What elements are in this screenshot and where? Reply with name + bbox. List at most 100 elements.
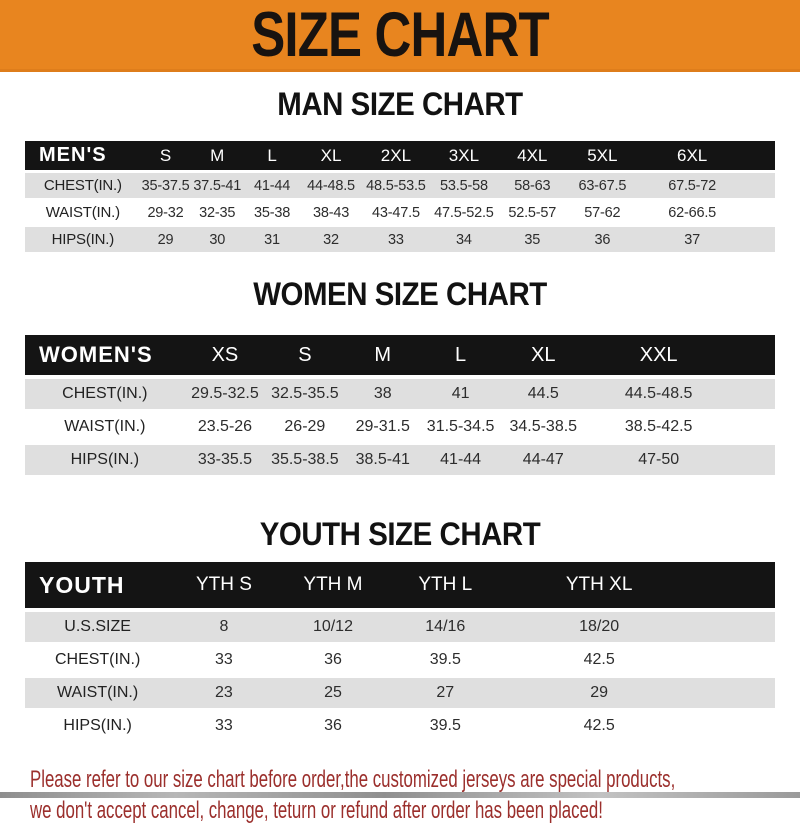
size-value-cell: 32-35: [190, 199, 245, 227]
size-value-cell: 8: [170, 610, 278, 645]
size-table-head: MEN'S S M L XL 2XL 3XL 4XL 5XL 6XL: [25, 141, 775, 173]
size-value-cell: 58-63: [498, 171, 567, 200]
footer-note-line-1: Please refer to our size chart before or…: [30, 766, 676, 793]
size-column-header: 3XL: [429, 141, 499, 173]
size-value-cell: 39.5: [388, 643, 503, 678]
size-table-body: CHEST(IN.) 35-37.5 37.5-41 41-44 44-48.5 48.5…: [25, 171, 775, 254]
size-column-header: XL: [500, 335, 587, 379]
section-heading: WOMEN SIZE CHART: [253, 276, 547, 312]
measurement-row: HIPS(IN.) 29 30 31 32 33 34 35 36 37: [25, 226, 775, 254]
size-value-cell: 31: [244, 226, 300, 254]
size-value-cell: 33: [362, 226, 430, 254]
size-value-cell: 35-38: [244, 199, 300, 227]
size-value-cell: 39.5: [388, 709, 503, 744]
size-table-header-row: YOUTH YTH S YTH M YTH L YTH XL: [25, 562, 775, 612]
size-column-header: 2XL: [362, 141, 430, 173]
size-value-cell: 34.5-38.5: [500, 410, 587, 445]
size-value-cell: 37.5-41: [190, 171, 245, 200]
size-column-header: YTH XL: [502, 562, 775, 612]
banner: SIZE CHART: [0, 0, 800, 72]
size-value-cell: 14/16: [388, 610, 503, 645]
size-value-cell: 38.5-42.5: [586, 410, 775, 445]
size-value-cell: 44-48.5: [299, 171, 363, 200]
measurement-row: HIPS(IN.) 33-35.5 35.5-38.5 38.5-41 41-44 44-…: [25, 443, 775, 478]
size-value-cell: 34: [429, 226, 499, 254]
measurement-label: WAIST(IN.): [25, 676, 171, 711]
size-value-cell: 43-47.5: [362, 199, 430, 227]
size-value-cell: 29: [502, 676, 775, 711]
size-value-cell: 47.5-52.5: [429, 199, 499, 227]
size-value-cell: 31.5-34.5: [420, 410, 501, 445]
measurement-label: WAIST(IN.): [25, 199, 141, 227]
size-value-cell: 35-37.5: [140, 171, 191, 200]
size-value-cell: 18/20: [502, 610, 775, 645]
measurement-label: CHEST(IN.): [25, 643, 171, 678]
size-value-cell: 25: [277, 676, 389, 711]
measurement-row: U.S.SIZE 8 10/12 14/16 18/20: [25, 610, 775, 645]
size-column-header: M: [190, 141, 245, 173]
size-value-cell: 23: [170, 676, 278, 711]
size-value-cell: 44.5: [500, 377, 587, 412]
size-value-cell: 36: [277, 709, 389, 744]
measurement-label: HIPS(IN.): [25, 709, 171, 744]
size-value-cell: 33: [170, 709, 278, 744]
measurement-label: U.S.SIZE: [25, 610, 171, 645]
measurement-row: HIPS(IN.) 33 36 39.5 42.5: [25, 709, 775, 744]
size-column-header: S: [140, 141, 191, 173]
size-value-cell: 67.5-72: [638, 171, 775, 200]
size-value-cell: 36: [566, 226, 639, 254]
size-value-cell: 47-50: [586, 443, 775, 478]
size-value-cell: 44-47: [500, 443, 587, 478]
size-value-cell: 26-29: [265, 410, 345, 445]
size-column-header: YTH S: [170, 562, 278, 612]
size-value-cell: 38-43: [299, 199, 363, 227]
size-value-cell: 42.5: [502, 709, 775, 744]
size-table-header-row: MEN'S S M L XL 2XL 3XL 4XL 5XL 6XL: [25, 141, 775, 173]
size-value-cell: 10/12: [277, 610, 389, 645]
size-value-cell: 41-44: [420, 443, 501, 478]
measurement-label: WAIST(IN.): [25, 410, 185, 445]
table-group-label: YOUTH: [25, 562, 171, 612]
size-value-cell: 36: [277, 643, 389, 678]
size-table: WOMEN'S XS S M L XL XXL CHEST(IN.) 29.5-32.5 32.5…: [25, 335, 775, 478]
size-value-cell: 29.5-32.5: [184, 377, 266, 412]
size-column-header: XXL: [586, 335, 775, 379]
size-table-body: U.S.SIZE 8 10/12 14/16 18/20 CHEST(IN.) 33 36 39…: [25, 610, 775, 744]
table-group-label: WOMEN'S: [25, 335, 185, 379]
size-value-cell: 41-44: [244, 171, 300, 200]
size-table-head: WOMEN'S XS S M L XL XXL: [25, 335, 775, 379]
measurement-row: CHEST(IN.) 29.5-32.5 32.5-35.5 38 41 44.5 44.5…: [25, 377, 775, 412]
measurement-row: CHEST(IN.) 33 36 39.5 42.5: [25, 643, 775, 678]
size-column-header: M: [344, 335, 421, 379]
size-table-header-row: WOMEN'S XS S M L XL XXL: [25, 335, 775, 379]
size-value-cell: 29-31.5: [344, 410, 421, 445]
measurement-label: CHEST(IN.): [25, 377, 185, 412]
size-chart-section: MAN SIZE CHART MEN'S S M L XL 2XL 3XL 4XL 5XL 6XL C…: [0, 86, 800, 254]
size-value-cell: 37: [638, 226, 775, 254]
size-value-cell: 29: [140, 226, 191, 254]
measurement-label: CHEST(IN.): [25, 171, 141, 200]
size-column-header: 5XL: [566, 141, 639, 173]
size-column-header: YTH L: [388, 562, 503, 612]
size-value-cell: 41: [420, 377, 501, 412]
size-value-cell: 35: [498, 226, 567, 254]
size-column-header: XS: [184, 335, 266, 379]
size-value-cell: 23.5-26: [184, 410, 266, 445]
size-value-cell: 63-67.5: [566, 171, 639, 200]
size-table: MEN'S S M L XL 2XL 3XL 4XL 5XL 6XL CHEST(IN.) 35-37…: [25, 141, 775, 254]
size-column-header: S: [265, 335, 345, 379]
size-value-cell: 30: [190, 226, 245, 254]
size-value-cell: 33-35.5: [184, 443, 266, 478]
size-value-cell: 32: [299, 226, 363, 254]
size-value-cell: 32.5-35.5: [265, 377, 345, 412]
size-value-cell: 29-32: [140, 199, 191, 227]
size-value-cell: 42.5: [502, 643, 775, 678]
size-value-cell: 38: [344, 377, 421, 412]
measurement-row: WAIST(IN.) 29-32 32-35 35-38 38-43 43-47.5 47.…: [25, 199, 775, 227]
size-value-cell: 48.5-53.5: [362, 171, 430, 200]
measurement-row: WAIST(IN.) 23 25 27 29: [25, 676, 775, 711]
size-column-header: 6XL: [638, 141, 775, 173]
size-value-cell: 33: [170, 643, 278, 678]
size-value-cell: 62-66.5: [638, 199, 775, 227]
